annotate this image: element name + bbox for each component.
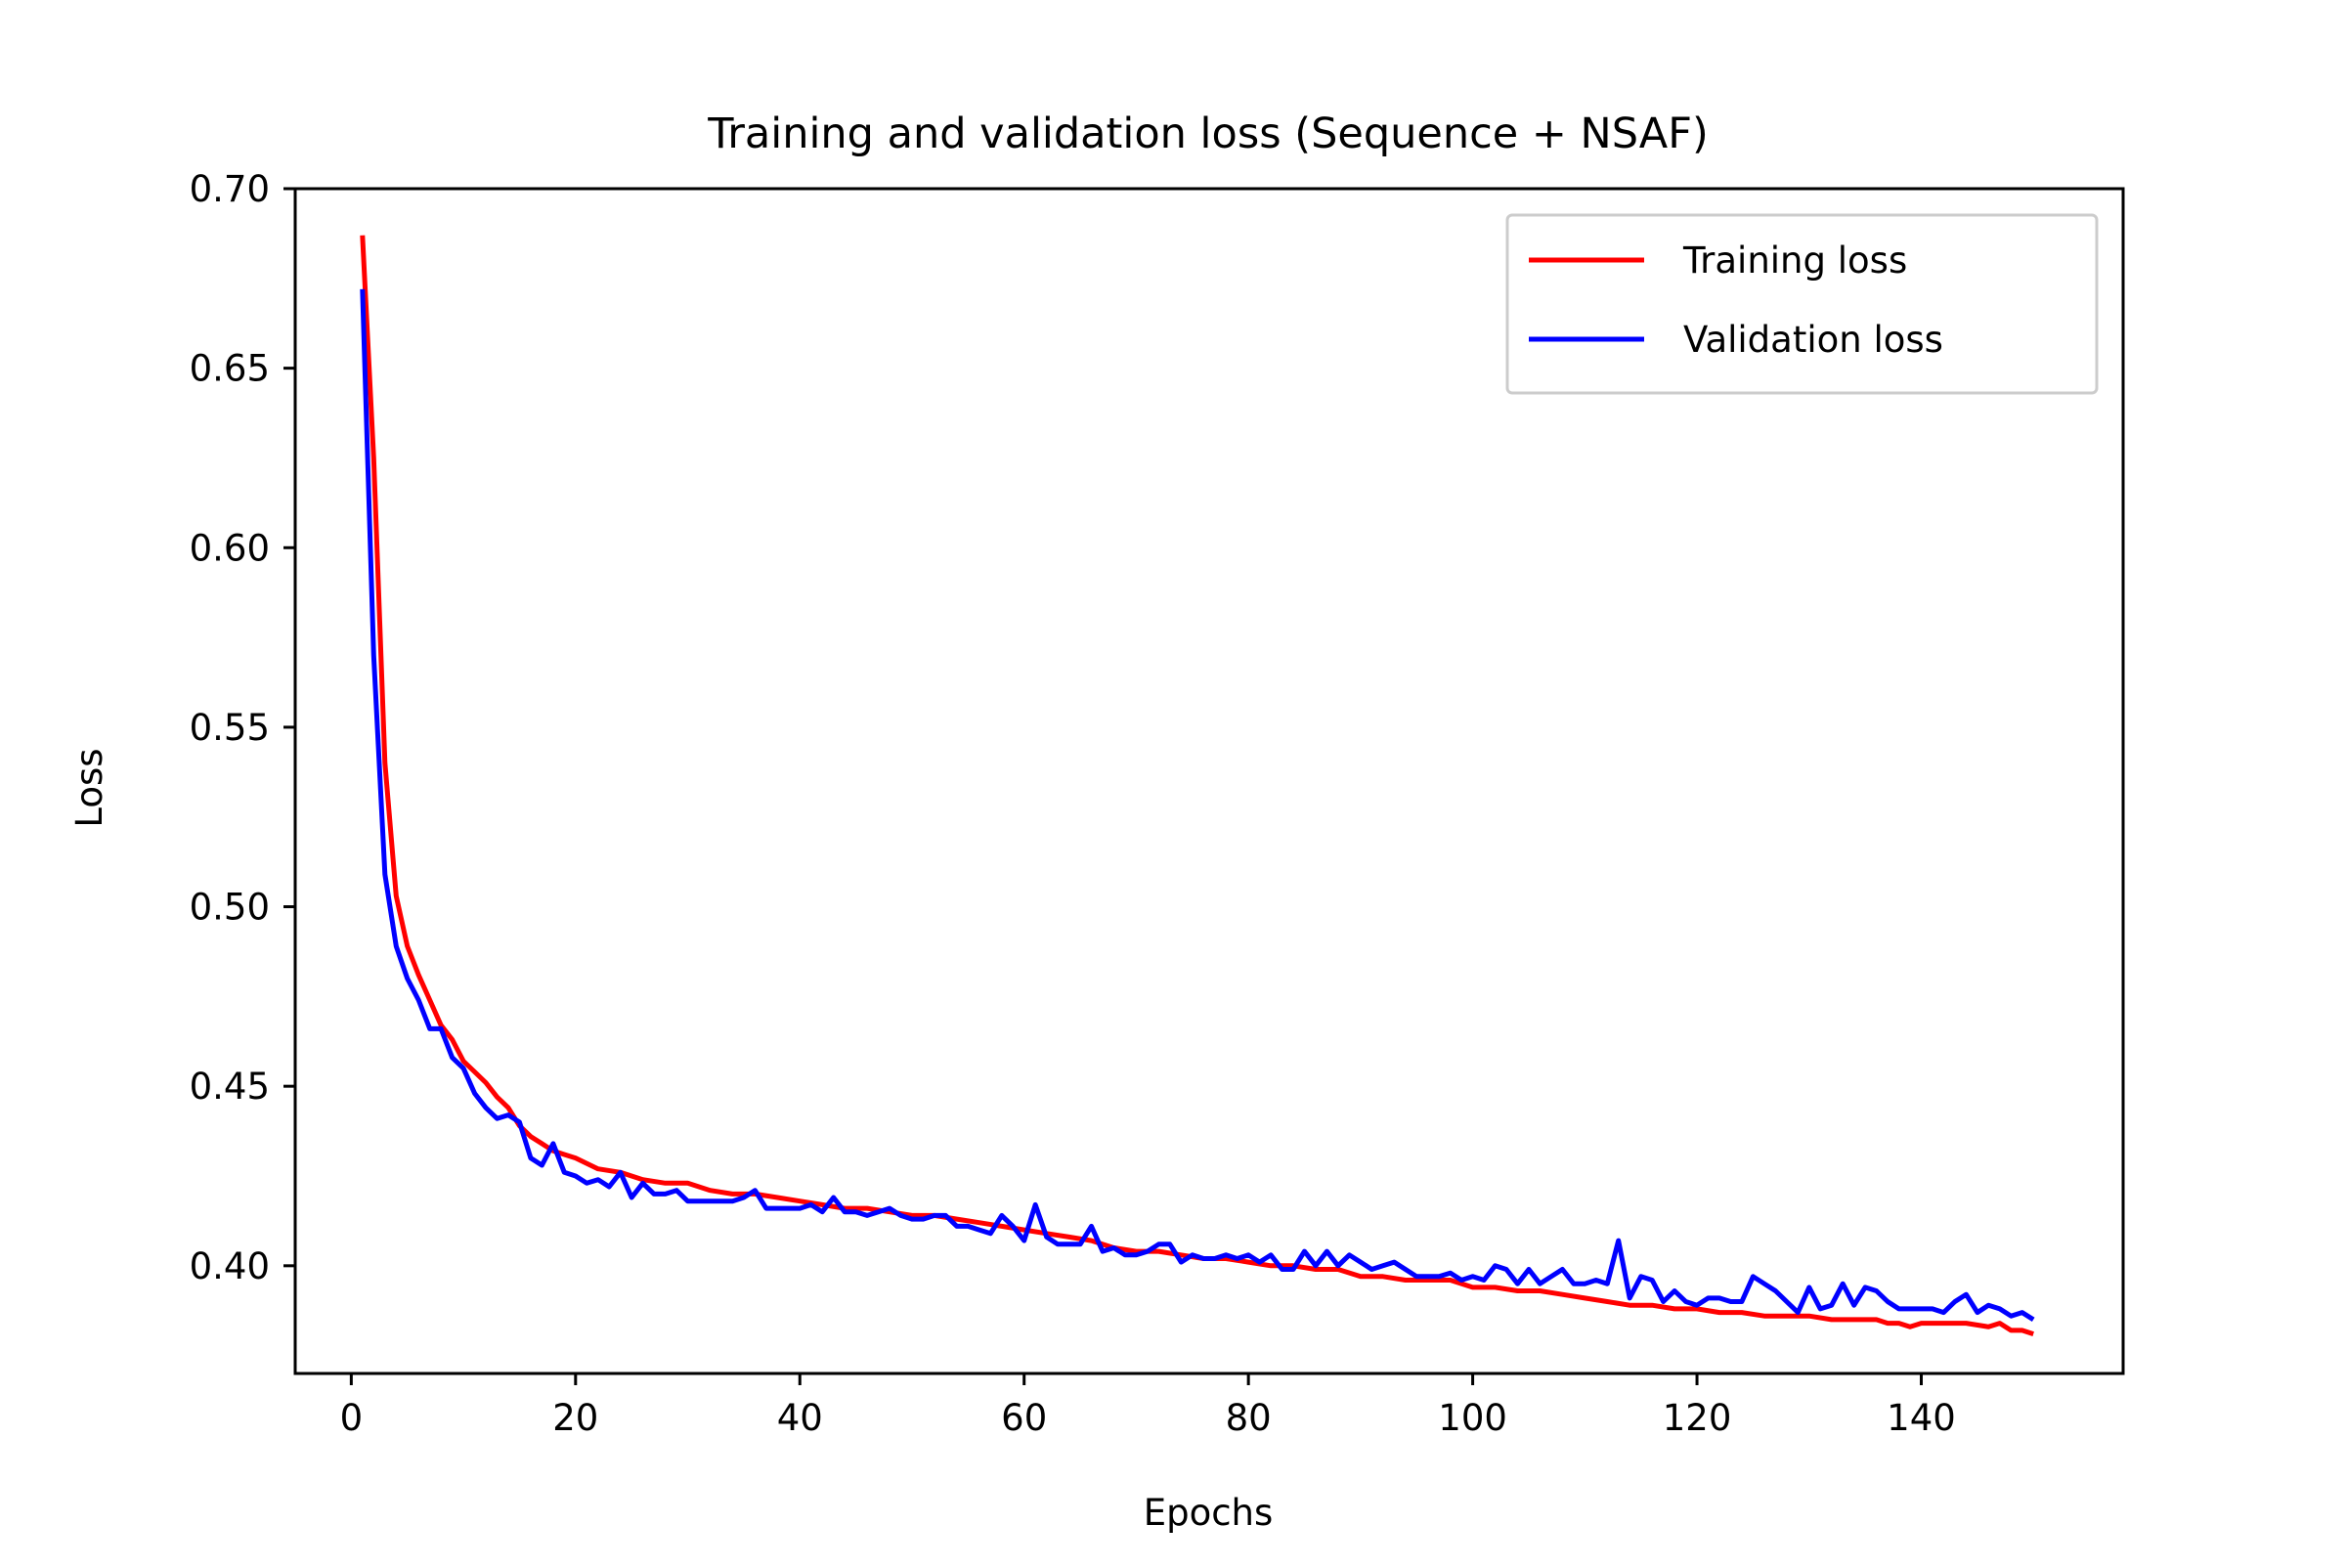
x-tick-label: 0 (340, 1397, 364, 1439)
y-tick-label: 0.70 (190, 168, 270, 210)
legend-label-training: Training loss (1682, 240, 1907, 282)
y-axis-label: Loss (68, 748, 110, 827)
y-tick-label: 0.60 (190, 527, 270, 569)
x-tick-label: 120 (1663, 1397, 1732, 1439)
legend-label-validation: Validation loss (1683, 319, 1943, 361)
y-tick-label: 0.50 (190, 887, 270, 929)
x-axis-ticks: 0 20 40 60 80 100 120 140 (340, 1373, 1956, 1439)
y-tick-label: 0.40 (190, 1245, 270, 1287)
legend: Training loss Validation loss (1505, 213, 2099, 395)
y-tick-label: 0.45 (190, 1066, 270, 1108)
y-axis-ticks: 0.40 0.45 0.50 0.55 0.60 0.65 0.70 (190, 168, 295, 1287)
y-tick-label: 0.55 (190, 707, 270, 749)
y-tick-label: 0.65 (190, 348, 270, 390)
legend-box (1505, 213, 2099, 395)
x-tick-label: 80 (1226, 1397, 1272, 1439)
chart-title: Training and validation loss (Sequence +… (707, 109, 1708, 158)
x-axis-label: Epochs (1144, 1492, 1274, 1534)
x-tick-label: 20 (552, 1397, 598, 1439)
x-tick-label: 100 (1438, 1397, 1507, 1439)
axes-frame (293, 187, 2125, 1375)
plot-area: 0.40 0.45 0.50 0.55 0.60 0.65 0.70 0 20 40 60 80 10… (190, 168, 2125, 1439)
series-lines (360, 235, 2035, 1336)
series-line-training-loss (360, 235, 2034, 1336)
series-line-validation-loss (360, 288, 2035, 1323)
x-tick-label: 40 (777, 1397, 823, 1439)
x-tick-label: 140 (1887, 1397, 1956, 1439)
x-tick-label: 60 (1001, 1397, 1047, 1439)
